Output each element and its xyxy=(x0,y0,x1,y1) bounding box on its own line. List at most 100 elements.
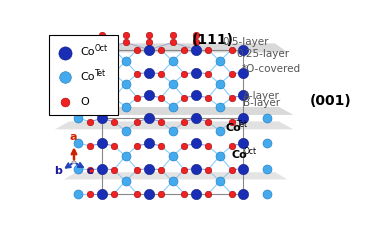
Point xyxy=(181,48,187,51)
Point xyxy=(228,120,234,124)
Point xyxy=(122,59,128,63)
Text: Co: Co xyxy=(80,47,94,57)
Point xyxy=(158,96,164,100)
Polygon shape xyxy=(55,121,293,129)
Point xyxy=(228,96,234,100)
Point xyxy=(217,154,223,158)
Point xyxy=(134,48,140,51)
Point xyxy=(111,48,117,51)
Point xyxy=(87,48,93,51)
Point xyxy=(87,96,93,100)
Point xyxy=(146,41,152,44)
Point xyxy=(205,192,211,196)
Point xyxy=(99,93,105,97)
Point xyxy=(111,96,117,100)
Point xyxy=(87,192,93,196)
Point xyxy=(111,120,117,124)
Point xyxy=(193,167,199,171)
Point xyxy=(122,129,128,133)
Point xyxy=(122,179,128,183)
Point xyxy=(217,59,223,63)
Point xyxy=(240,192,246,196)
Point xyxy=(169,129,176,133)
Point xyxy=(62,100,68,104)
Point xyxy=(134,120,140,124)
Text: b: b xyxy=(54,166,62,176)
Text: Tet: Tet xyxy=(238,120,249,129)
Point xyxy=(217,105,223,109)
Point xyxy=(169,179,176,183)
Point xyxy=(122,82,128,86)
Point xyxy=(228,72,234,76)
Point xyxy=(146,142,152,145)
Point xyxy=(99,142,105,145)
Point xyxy=(99,192,105,196)
Point xyxy=(240,142,246,145)
Point xyxy=(75,142,81,145)
Point xyxy=(193,192,199,196)
Point xyxy=(146,33,152,37)
Point xyxy=(99,116,105,120)
Text: Co: Co xyxy=(80,72,94,82)
Point xyxy=(146,93,152,97)
Point xyxy=(240,48,246,51)
Text: *O-covered: *O-covered xyxy=(242,64,301,74)
Point xyxy=(75,167,81,171)
Text: Co: Co xyxy=(231,150,247,160)
Text: O: O xyxy=(80,97,89,107)
Point xyxy=(87,144,93,148)
Polygon shape xyxy=(55,107,293,115)
Point xyxy=(193,48,199,51)
Point xyxy=(158,144,164,148)
Point xyxy=(99,41,105,44)
Point xyxy=(205,144,211,148)
Point xyxy=(169,105,176,109)
Point xyxy=(146,167,152,171)
Point xyxy=(111,144,117,148)
Point xyxy=(217,179,223,183)
Point xyxy=(264,142,270,145)
Point xyxy=(181,144,187,148)
Point xyxy=(99,33,105,37)
Text: (111): (111) xyxy=(192,33,233,48)
Point xyxy=(228,192,234,196)
Point xyxy=(111,168,117,172)
Point xyxy=(264,116,270,120)
Point xyxy=(87,168,93,172)
Point xyxy=(240,93,246,97)
Point xyxy=(146,192,152,196)
Point xyxy=(169,154,176,158)
Point xyxy=(193,71,199,74)
Point xyxy=(169,59,176,63)
Point xyxy=(62,51,68,55)
Point xyxy=(264,167,270,171)
Point xyxy=(99,71,105,74)
Text: Co: Co xyxy=(226,123,241,133)
Point xyxy=(264,192,270,196)
Text: B-layer: B-layer xyxy=(243,98,280,108)
Point xyxy=(99,167,105,171)
Point xyxy=(146,71,152,74)
Point xyxy=(134,168,140,172)
Point xyxy=(181,72,187,76)
Point xyxy=(122,33,128,37)
Text: Oct: Oct xyxy=(243,147,256,156)
Point xyxy=(146,116,152,120)
Point xyxy=(217,82,223,86)
Point xyxy=(193,93,199,97)
Text: (001): (001) xyxy=(310,94,352,108)
Text: Tet: Tet xyxy=(95,69,106,78)
Point xyxy=(181,96,187,100)
Point xyxy=(240,71,246,74)
Point xyxy=(205,168,211,172)
Point xyxy=(217,129,223,133)
Point xyxy=(134,192,140,196)
Point xyxy=(240,167,246,171)
Point xyxy=(228,168,234,172)
Text: a: a xyxy=(70,132,77,143)
Point xyxy=(193,116,199,120)
Point xyxy=(169,33,176,37)
Point xyxy=(205,96,211,100)
Point xyxy=(122,154,128,158)
Text: c: c xyxy=(87,166,93,176)
